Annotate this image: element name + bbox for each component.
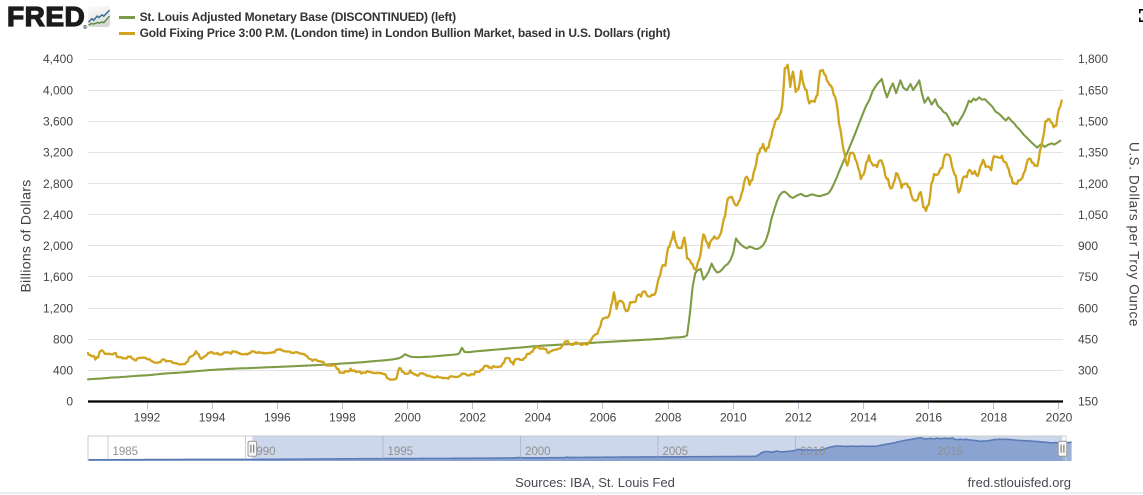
svg-text:1,200: 1,200: [1078, 177, 1108, 191]
svg-text:4,000: 4,000: [43, 83, 73, 97]
svg-text:2,000: 2,000: [43, 239, 73, 253]
svg-text:1994: 1994: [199, 411, 226, 425]
svg-text:600: 600: [1078, 301, 1098, 315]
svg-text:2006: 2006: [590, 411, 617, 425]
svg-text:750: 750: [1078, 270, 1098, 284]
svg-text:1995: 1995: [388, 446, 414, 458]
svg-text:2,400: 2,400: [43, 208, 73, 222]
svg-text:800: 800: [53, 332, 73, 346]
svg-text:1,350: 1,350: [1078, 146, 1108, 160]
svg-text:300: 300: [1078, 364, 1098, 378]
svg-text:Billions of Dollars: Billions of Dollars: [18, 179, 34, 292]
svg-text:2014: 2014: [850, 411, 877, 425]
svg-text:1998: 1998: [329, 411, 356, 425]
svg-text:3,600: 3,600: [43, 114, 73, 128]
svg-text:1,500: 1,500: [1078, 114, 1108, 128]
svg-text:2015: 2015: [938, 446, 964, 458]
svg-text:2018: 2018: [980, 411, 1007, 425]
svg-text:2002: 2002: [459, 411, 486, 425]
svg-text:4,400: 4,400: [43, 52, 73, 66]
svg-text:1,800: 1,800: [1078, 52, 1108, 66]
svg-text:U.S. Dollars per Troy Ounce: U.S. Dollars per Troy Ounce: [1127, 142, 1142, 327]
svg-text:2020: 2020: [1046, 411, 1073, 425]
svg-text:450: 450: [1078, 332, 1098, 346]
svg-text:1,200: 1,200: [43, 301, 73, 315]
svg-text:150: 150: [1078, 395, 1098, 409]
svg-text:2000: 2000: [394, 411, 421, 425]
svg-text:1,650: 1,650: [1078, 83, 1108, 97]
svg-text:0: 0: [66, 395, 73, 409]
svg-text:2004: 2004: [525, 411, 552, 425]
svg-text:3,200: 3,200: [43, 146, 73, 160]
svg-text:2016: 2016: [915, 411, 942, 425]
svg-text:400: 400: [53, 364, 73, 378]
svg-text:900: 900: [1078, 239, 1098, 253]
svg-text:1,600: 1,600: [43, 270, 73, 284]
svg-text:2008: 2008: [655, 411, 682, 425]
svg-text:2010: 2010: [720, 411, 747, 425]
svg-text:1985: 1985: [113, 446, 139, 458]
svg-text:1992: 1992: [134, 411, 161, 425]
svg-text:2000: 2000: [525, 446, 551, 458]
svg-text:1,050: 1,050: [1078, 208, 1108, 222]
svg-text:2012: 2012: [785, 411, 812, 425]
svg-text:1996: 1996: [264, 411, 291, 425]
svg-text:2,800: 2,800: [43, 177, 73, 191]
svg-text:2005: 2005: [663, 446, 689, 458]
svg-text:2010: 2010: [800, 446, 826, 458]
